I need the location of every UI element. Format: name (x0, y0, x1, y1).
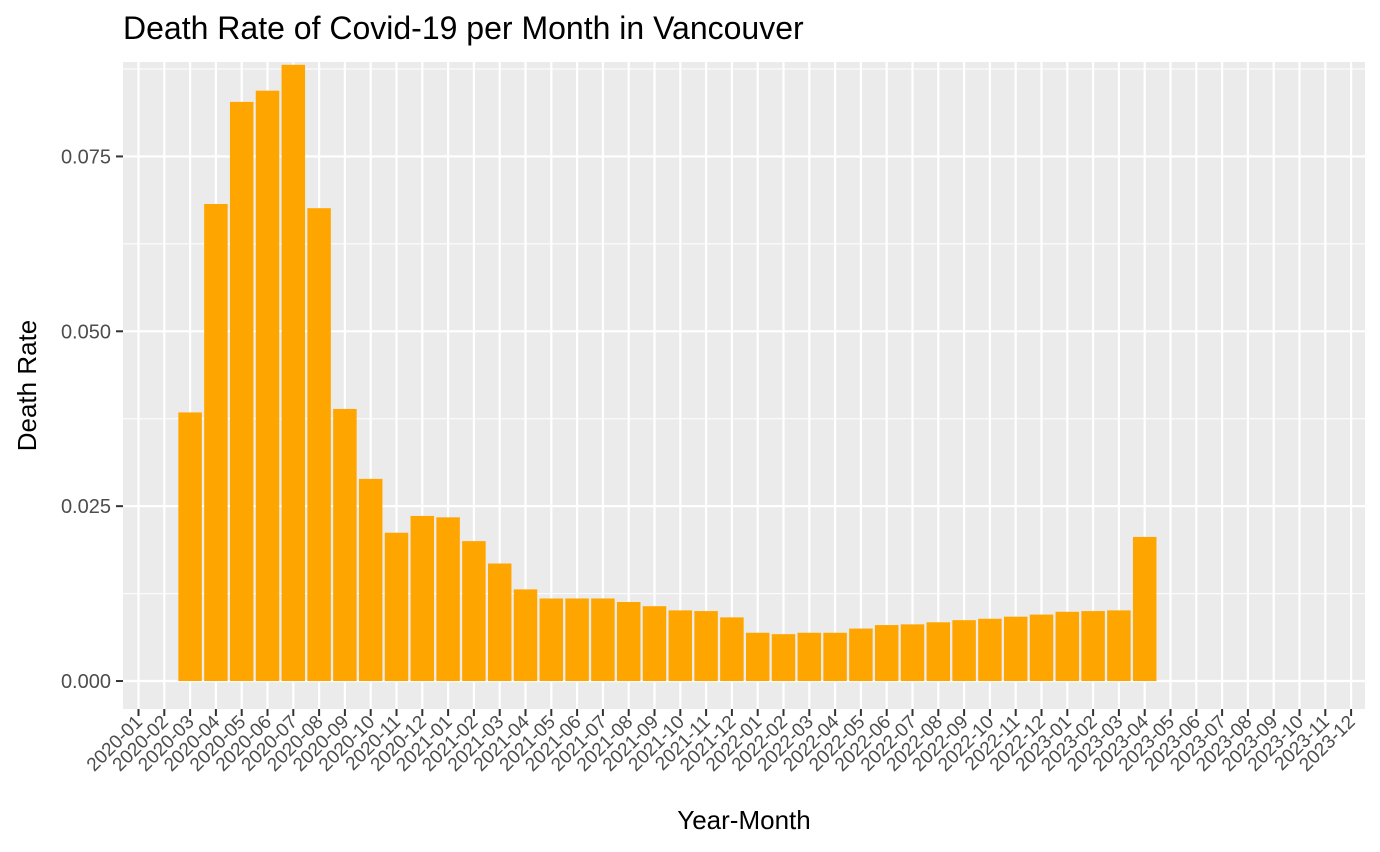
x-axis-title: Year-Month (677, 805, 810, 835)
bar-2020-08 (307, 208, 331, 682)
y-tick-label: 0.025 (61, 496, 111, 518)
bar-2023-04 (1132, 536, 1157, 682)
bar-2022-09 (952, 620, 976, 682)
bar-2022-08 (926, 622, 951, 682)
y-axis: 0.000 0.025 0.050 0.075 (61, 146, 123, 693)
bar-2022-10 (978, 618, 1002, 682)
bar-2022-03 (797, 632, 822, 682)
chart-title: Death Rate of Covid-19 per Month in Vanc… (123, 10, 804, 46)
y-tick-label: 0.000 (61, 671, 111, 693)
bar-2021-11 (694, 611, 718, 682)
bar-2021-04 (513, 589, 538, 682)
bar-2021-10 (668, 610, 693, 682)
bar-2022-02 (771, 634, 796, 682)
bar-2021-06 (565, 598, 589, 682)
bar-2020-11 (384, 532, 409, 682)
y-tick-label: 0.075 (61, 146, 111, 168)
bar-2020-12 (410, 515, 435, 682)
bar-2020-10 (358, 478, 383, 682)
bar-2021-12 (720, 617, 744, 682)
bar-2022-04 (823, 632, 847, 682)
bar-2020-06 (255, 90, 280, 682)
bar-2022-07 (900, 624, 925, 682)
y-axis-title: Death Rate (12, 320, 42, 452)
bar-2023-02 (1081, 611, 1105, 682)
bar-2021-01 (436, 517, 460, 682)
bar-2020-07 (281, 64, 306, 682)
bar-2022-01 (745, 632, 770, 682)
bar-2020-03 (178, 412, 202, 682)
bar-2020-04 (204, 203, 228, 682)
bar-2022-06 (874, 625, 899, 682)
bar-2021-07 (591, 598, 615, 682)
bar-2020-05 (229, 101, 254, 682)
y-tick-label: 0.050 (61, 321, 111, 343)
bar-2021-02 (462, 541, 486, 682)
bar-2021-03 (487, 563, 512, 682)
bar-2023-01 (1055, 611, 1080, 682)
bar-2022-11 (1003, 616, 1028, 682)
bar-2021-08 (616, 601, 641, 682)
bar-2021-09 (642, 606, 667, 682)
bar-2022-05 (849, 628, 873, 682)
bar-2023-03 (1107, 610, 1131, 682)
bar-2021-05 (539, 598, 564, 682)
bar-2020-09 (333, 408, 357, 682)
bar-2022-12 (1029, 614, 1054, 682)
x-axis: 2020-012020-022020-032020-042020-052020-… (83, 709, 1360, 776)
bars (178, 64, 1157, 682)
